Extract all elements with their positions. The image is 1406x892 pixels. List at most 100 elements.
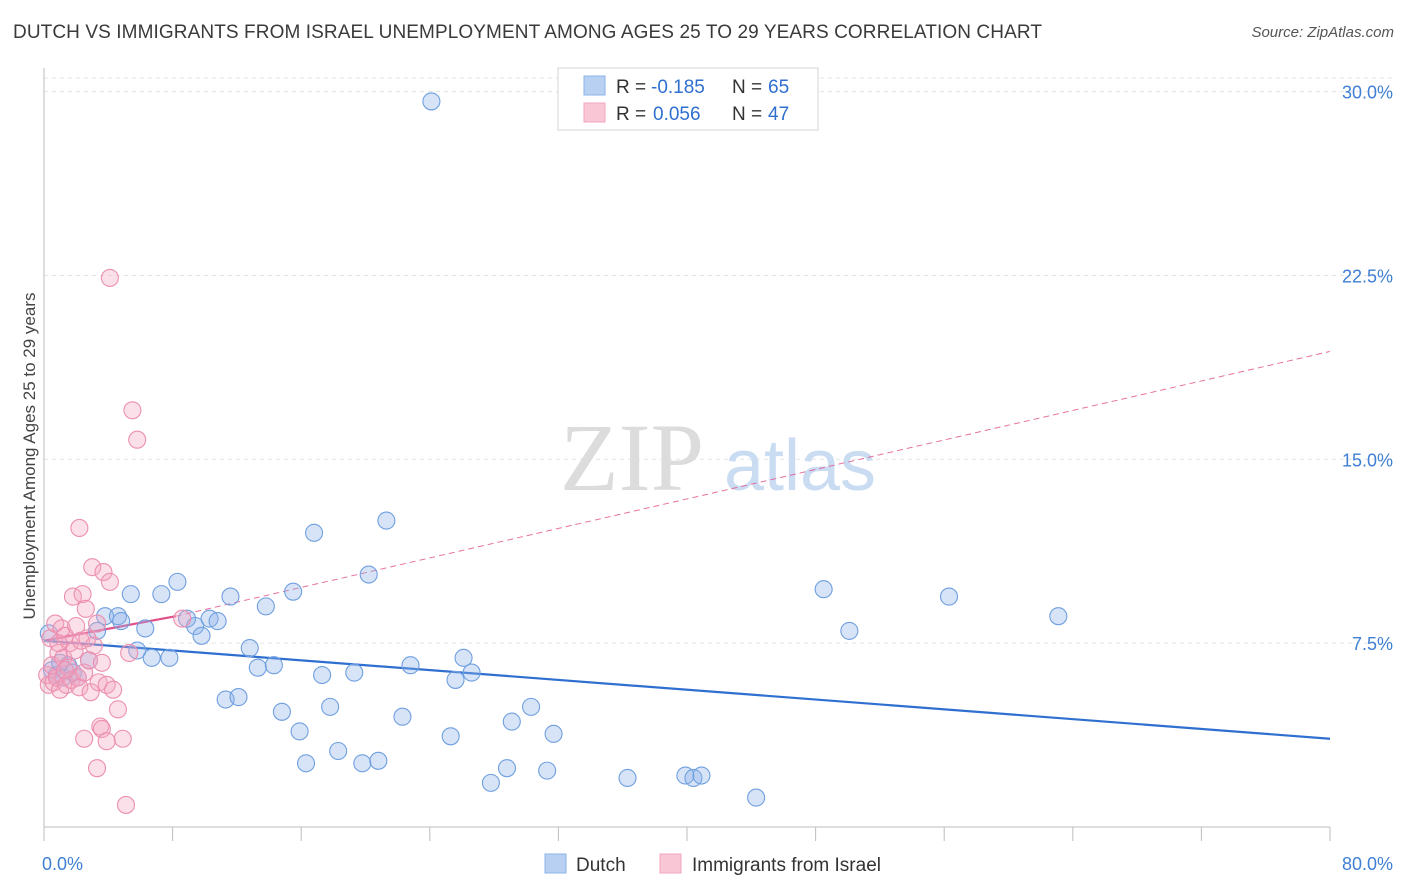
legend-r-value-israel: 0.056 (653, 104, 701, 125)
legend-item-dutch-label[interactable]: Dutch (576, 855, 626, 876)
data-point-israel (100, 572, 119, 591)
source-label: Source: ZipAtlas.com (1251, 24, 1394, 41)
data-point-dutch (401, 656, 420, 675)
data-point-dutch (369, 751, 388, 770)
data-point-israel (70, 518, 89, 537)
data-point-dutch (208, 612, 227, 631)
data-point-israel (108, 700, 127, 719)
data-point-dutch (446, 670, 465, 689)
y-tick-label: 7.5% (1352, 634, 1393, 654)
data-point-dutch (462, 663, 481, 682)
legend-r-value-dutch: -0.185 (651, 77, 705, 98)
data-point-dutch (221, 587, 240, 606)
legend-swatch-dutch (583, 75, 606, 96)
data-point-israel (113, 729, 132, 748)
data-point-israel (75, 729, 94, 748)
data-point-israel (84, 636, 103, 655)
data-point-israel (128, 430, 147, 449)
data-point-dutch (321, 697, 340, 716)
data-point-israel (78, 629, 97, 648)
data-point-dutch (248, 658, 267, 677)
data-point-dutch (329, 741, 348, 761)
data-point-israel (116, 795, 136, 814)
data-point-dutch (747, 788, 766, 807)
data-point-israel (55, 661, 74, 680)
data-point-dutch (454, 648, 473, 667)
y-tick-label: 15.0% (1342, 450, 1393, 470)
data-point-dutch (87, 621, 107, 640)
data-point-israel (70, 678, 89, 697)
legend-r-label-israel: R = (616, 104, 646, 125)
data-point-dutch (290, 722, 309, 741)
data-point-dutch (497, 759, 517, 778)
data-point-dutch (264, 656, 283, 675)
data-points (38, 92, 1068, 814)
data-point-israel (123, 401, 142, 420)
legend-n-label-dutch: N = (732, 77, 762, 98)
data-point-dutch (538, 761, 557, 780)
data-point-dutch (481, 773, 500, 792)
data-point-dutch (422, 92, 441, 111)
watermark-zip: ZIP (560, 404, 704, 511)
data-point-israel (87, 759, 107, 778)
data-point-dutch (840, 621, 859, 640)
data-point-israel (100, 268, 119, 287)
data-point-dutch (502, 712, 521, 731)
data-point-israel (173, 609, 192, 628)
legend-item-israel-label[interactable]: Immigrants from Israel (692, 855, 881, 876)
data-point-israel (94, 563, 113, 582)
data-point-israel (83, 558, 102, 577)
data-point-dutch (1049, 607, 1068, 626)
data-point-dutch (121, 585, 140, 604)
data-point-dutch (377, 511, 396, 530)
x-tick-label-min: 0.0% (42, 854, 83, 874)
data-point-dutch (272, 702, 291, 721)
trend-line-israel-extension (175, 350, 1331, 617)
legend-r-label-dutch: R = (616, 77, 646, 98)
legend-item-dutch-swatch[interactable] (544, 853, 567, 874)
legend-stats-box: R = -0.185 N = 65 R = 0.056 N = 47 (557, 67, 819, 131)
data-point-dutch (152, 585, 171, 604)
data-point-dutch (393, 707, 412, 726)
tick-labels: 7.5% 15.0% 22.5% 30.0% 0.0% 80.0% (42, 83, 1393, 874)
data-point-dutch (168, 572, 187, 591)
trend-lines (43, 350, 1331, 740)
legend-item-israel-swatch[interactable] (659, 853, 682, 874)
y-tick-label: 30.0% (1342, 83, 1393, 103)
data-point-israel (87, 614, 107, 633)
data-point-israel (73, 585, 92, 604)
data-point-dutch (256, 597, 275, 616)
data-point-dutch (296, 754, 316, 773)
data-point-dutch (692, 766, 711, 785)
data-point-dutch (305, 523, 324, 542)
axes (43, 68, 1331, 841)
data-point-israel (104, 680, 123, 699)
data-point-dutch (192, 626, 211, 645)
trend-line-dutch (43, 639, 1331, 740)
data-point-dutch (240, 639, 259, 658)
data-point-dutch (522, 697, 541, 716)
data-point-israel (49, 634, 68, 653)
data-point-dutch (284, 582, 303, 601)
data-point-israel (67, 616, 86, 636)
legend-swatch-israel (583, 102, 606, 123)
data-point-dutch (939, 587, 959, 606)
data-point-israel (65, 641, 84, 660)
data-point-dutch (544, 724, 563, 743)
data-point-dutch (160, 648, 179, 667)
legend-n-value-dutch: 65 (768, 77, 789, 98)
data-point-dutch (345, 663, 364, 682)
watermark-atlas: atlas (724, 426, 876, 506)
data-point-dutch (814, 580, 833, 599)
data-point-israel (92, 653, 111, 672)
data-point-dutch (618, 768, 637, 788)
data-point-dutch (142, 648, 161, 667)
trend-line-israel (43, 615, 177, 642)
chart-title: DUTCH VS IMMIGRANTS FROM ISRAEL UNEMPLOY… (13, 22, 1043, 43)
data-point-dutch (313, 665, 332, 685)
y-tick-label: 22.5% (1342, 266, 1393, 286)
data-point-dutch (112, 612, 131, 631)
data-point-dutch (441, 727, 460, 746)
data-point-dutch (359, 565, 378, 584)
